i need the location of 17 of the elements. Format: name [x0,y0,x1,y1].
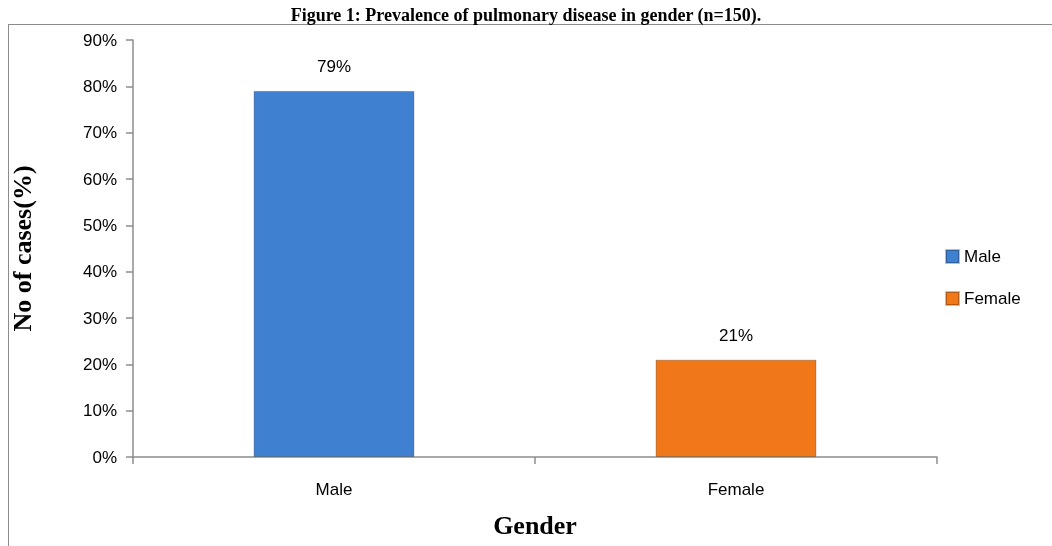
y-axis-title: No of cases(%) [7,165,37,332]
data-label: 21% [718,325,754,345]
y-tick-label: 80% [82,76,117,96]
y-tick-label: 60% [82,169,117,189]
legend-label: Male [964,247,1001,266]
y-tick-label: 40% [82,262,117,282]
y-tick-label: 70% [82,123,117,143]
y-tick-label: 50% [82,215,117,235]
y-tick-label: 10% [82,401,117,421]
x-axis-title: Gender [493,510,577,540]
y-tick-label: 30% [82,308,117,328]
y-tick-label: 20% [82,354,117,374]
chart-title: Figure 1: Prevalence of pulmonary disease in gender (n=150). [290,5,762,26]
y-tick-label: 0% [92,447,117,467]
data-label: 79% [316,56,352,76]
legend-label: Female [964,289,1021,308]
y-tick-label: 90% [82,30,117,50]
